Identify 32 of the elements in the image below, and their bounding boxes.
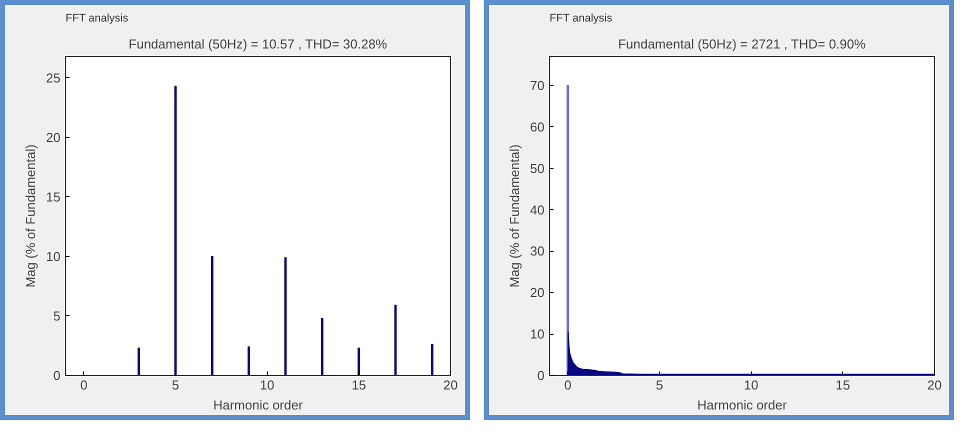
y-tick-label: 15 bbox=[46, 189, 61, 204]
x-tick-label: 20 bbox=[443, 378, 458, 392]
y-tick-label: 40 bbox=[530, 202, 545, 218]
y-tick-label: 0 bbox=[537, 368, 545, 383]
x-tick-label: 10 bbox=[260, 378, 274, 392]
chart-title: Fundamental (50Hz) = 10.57 , THD= 30.28% bbox=[128, 36, 388, 52]
y-tick-label: 20 bbox=[46, 130, 61, 145]
y-tick-label: 60 bbox=[530, 119, 545, 134]
x-tick-label: 15 bbox=[352, 378, 366, 392]
x-tick-label: 5 bbox=[172, 378, 180, 392]
x-tick-label: 5 bbox=[656, 378, 664, 392]
chart-title: Fundamental (50Hz) = 2721 , THD= 0.90% bbox=[618, 36, 866, 52]
x-tick-label: 0 bbox=[564, 378, 572, 392]
y-tick-label: 0 bbox=[53, 368, 61, 383]
y-tick-label: 25 bbox=[46, 70, 61, 86]
y-tick-label: 5 bbox=[53, 308, 61, 324]
x-axis-title: Harmonic order bbox=[697, 398, 788, 412]
y-tick-label: 10 bbox=[530, 326, 545, 342]
text: FFT analysis bbox=[66, 12, 129, 24]
y-axis-title: Mag (% of Fundamental) bbox=[507, 144, 522, 288]
y-axis-title: Mag (% of Fundamental) bbox=[23, 144, 38, 288]
x-tick-label: 0 bbox=[80, 378, 88, 392]
y-tick-label: 50 bbox=[530, 160, 545, 176]
x-axis-title: Harmonic order bbox=[213, 398, 304, 412]
x-tick-label: 10 bbox=[744, 378, 758, 392]
y-tick-label: 70 bbox=[530, 78, 545, 93]
x-tick-label: 20 bbox=[927, 378, 942, 392]
y-tick-label: 30 bbox=[530, 244, 545, 259]
text: FFT analysis bbox=[550, 12, 613, 24]
y-tick-label: 10 bbox=[46, 248, 61, 264]
y-tick-label: 20 bbox=[530, 285, 545, 300]
x-tick-label: 15 bbox=[836, 378, 850, 392]
